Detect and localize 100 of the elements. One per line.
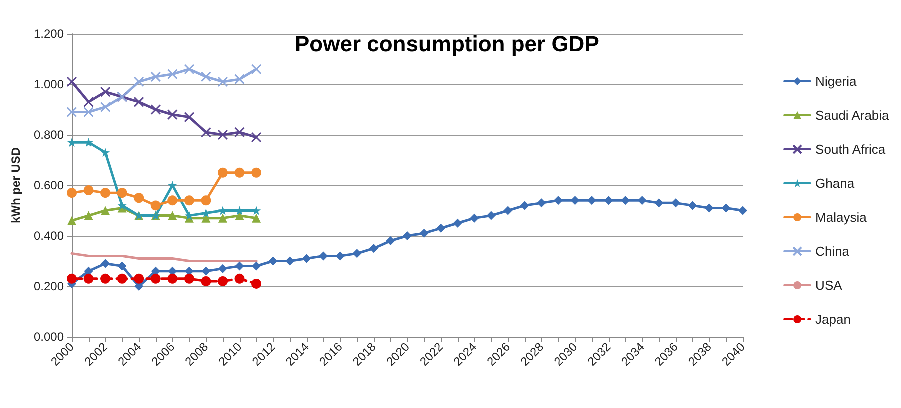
point bbox=[68, 138, 76, 148]
point bbox=[252, 214, 262, 223]
legend-label: Ghana bbox=[816, 176, 856, 191]
point bbox=[218, 214, 228, 223]
point bbox=[218, 76, 228, 88]
legend-label: USA bbox=[816, 278, 843, 293]
y-axis-title: kWh per USD bbox=[9, 147, 23, 224]
point bbox=[286, 256, 295, 266]
point bbox=[403, 232, 412, 240]
point bbox=[100, 102, 111, 112]
point bbox=[134, 96, 144, 108]
point bbox=[470, 214, 480, 223]
point bbox=[453, 218, 462, 228]
point bbox=[150, 200, 161, 211]
point bbox=[167, 110, 178, 120]
point bbox=[738, 206, 748, 216]
point bbox=[251, 64, 262, 75]
point bbox=[218, 276, 228, 286]
point bbox=[84, 186, 94, 196]
point bbox=[520, 201, 530, 210]
point bbox=[218, 130, 228, 140]
point bbox=[100, 86, 111, 98]
point bbox=[486, 211, 496, 220]
point bbox=[184, 64, 195, 75]
y-tick-label: 0.600 bbox=[34, 178, 64, 192]
point bbox=[386, 236, 396, 246]
point bbox=[554, 196, 563, 206]
point bbox=[688, 201, 698, 210]
point bbox=[150, 104, 162, 115]
point bbox=[150, 72, 162, 82]
point bbox=[234, 168, 245, 178]
point bbox=[67, 188, 77, 198]
legend-label: Malaysia bbox=[816, 210, 868, 225]
point bbox=[638, 196, 647, 206]
point bbox=[504, 206, 513, 216]
y-tick-label: 1.200 bbox=[34, 27, 64, 41]
y-tick-label: 0.400 bbox=[34, 229, 64, 243]
point bbox=[234, 74, 245, 85]
point bbox=[218, 168, 228, 178]
chart-title: Power consumption per GDP bbox=[295, 32, 600, 56]
point bbox=[84, 211, 94, 220]
point bbox=[134, 193, 144, 204]
point bbox=[100, 274, 111, 284]
legend-label: Japan bbox=[816, 312, 851, 327]
point bbox=[168, 274, 178, 284]
point bbox=[168, 211, 178, 220]
point bbox=[84, 96, 94, 108]
point bbox=[654, 198, 664, 208]
point bbox=[184, 196, 194, 206]
point bbox=[570, 196, 580, 206]
point bbox=[84, 274, 94, 284]
point bbox=[167, 69, 178, 80]
y-tick-label: 0.200 bbox=[34, 280, 64, 294]
point bbox=[68, 216, 76, 226]
legend-label: China bbox=[816, 244, 850, 259]
point bbox=[168, 196, 178, 206]
point bbox=[202, 266, 211, 276]
point bbox=[67, 274, 77, 284]
legend-label: Saudi Arabia bbox=[816, 108, 890, 123]
point bbox=[234, 274, 245, 284]
point bbox=[66, 107, 78, 118]
point bbox=[201, 276, 212, 286]
point bbox=[420, 228, 429, 238]
point bbox=[101, 206, 110, 216]
point bbox=[117, 188, 128, 198]
point bbox=[252, 278, 262, 289]
point bbox=[604, 196, 614, 206]
point bbox=[302, 254, 312, 264]
point bbox=[200, 127, 212, 138]
point bbox=[704, 204, 714, 213]
point bbox=[150, 274, 161, 284]
point bbox=[184, 112, 195, 123]
legend-label: South Africa bbox=[816, 142, 886, 157]
point bbox=[117, 274, 128, 284]
point bbox=[134, 76, 144, 88]
point bbox=[369, 244, 378, 254]
point bbox=[118, 201, 127, 210]
point bbox=[201, 196, 212, 206]
point bbox=[100, 188, 111, 198]
point bbox=[252, 262, 262, 271]
y-tick-label: 1.000 bbox=[34, 78, 64, 92]
legend-label: Nigeria bbox=[816, 74, 858, 89]
point bbox=[134, 274, 144, 284]
point bbox=[101, 259, 110, 268]
point bbox=[84, 107, 94, 118]
point bbox=[66, 76, 78, 88]
point bbox=[352, 249, 362, 258]
point bbox=[118, 262, 127, 271]
point bbox=[234, 127, 245, 138]
point bbox=[252, 168, 262, 178]
point bbox=[101, 148, 110, 158]
y-tick-label: 0.000 bbox=[34, 330, 64, 344]
point bbox=[436, 224, 446, 233]
point bbox=[537, 198, 546, 208]
point bbox=[218, 264, 228, 274]
point bbox=[200, 72, 212, 82]
y-tick-label: 0.800 bbox=[34, 128, 64, 142]
point bbox=[184, 274, 194, 284]
point bbox=[251, 132, 262, 143]
point bbox=[84, 138, 94, 148]
